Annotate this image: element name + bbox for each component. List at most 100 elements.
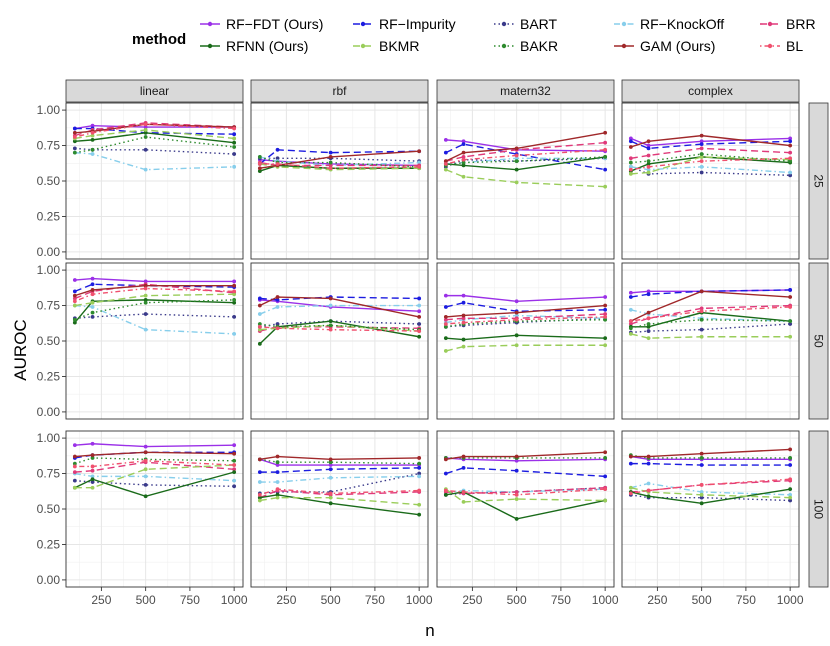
series-line <box>259 494 420 516</box>
series-bl <box>257 487 422 497</box>
data-point <box>275 295 280 299</box>
legend-key-point <box>767 43 773 49</box>
legend: method RF−FDT (Ours) RF−Impurity BART RF−Kn… <box>132 16 816 54</box>
data-point <box>275 460 280 465</box>
series-line <box>630 487 791 499</box>
data-point <box>328 460 333 465</box>
data-point <box>603 130 608 135</box>
data-point <box>699 152 704 156</box>
data-point <box>275 305 280 309</box>
legend-entry-bl: BL <box>760 38 803 54</box>
y-tick-label: 0.25 <box>37 209 61 223</box>
series-line <box>630 166 791 174</box>
series-line <box>445 143 606 171</box>
series-line <box>630 455 791 461</box>
data-point <box>143 135 148 139</box>
data-point <box>90 147 95 152</box>
data-point <box>328 166 333 171</box>
data-point <box>232 297 237 302</box>
y-tick-label: 0.25 <box>37 369 61 383</box>
data-point <box>417 512 422 517</box>
data-point <box>603 487 608 492</box>
data-point <box>143 474 148 479</box>
data-point <box>514 517 519 521</box>
data-point <box>232 289 237 294</box>
data-point <box>699 159 704 164</box>
data-point <box>514 458 519 463</box>
data-point <box>72 146 77 151</box>
series-line <box>259 164 420 172</box>
data-point <box>646 167 651 172</box>
data-point <box>328 323 333 328</box>
series-line <box>259 304 420 315</box>
data-point <box>461 454 466 459</box>
data-point <box>232 478 237 483</box>
series-gam-ours <box>628 447 793 459</box>
data-point <box>257 296 262 301</box>
series-bl <box>257 162 422 171</box>
legend-entry-rf-fdt-ours: RF−FDT (Ours) <box>200 16 323 32</box>
series-line <box>630 311 791 328</box>
data-point <box>275 147 280 152</box>
data-point <box>788 156 793 161</box>
data-point <box>514 317 519 322</box>
series-gam-ours <box>257 295 422 319</box>
data-point <box>443 488 448 493</box>
data-point <box>788 477 793 482</box>
x-tick-label: 750 <box>551 593 571 607</box>
data-point <box>90 137 95 142</box>
legend-label: BKMR <box>379 38 419 54</box>
data-point <box>646 170 651 175</box>
series-rfnn-ours <box>257 492 422 517</box>
data-point <box>232 126 237 131</box>
row-strip-100: 100 <box>808 430 829 588</box>
series-line <box>74 451 235 458</box>
data-point <box>275 480 280 484</box>
data-point <box>417 334 422 339</box>
data-point <box>646 316 651 321</box>
data-point <box>257 169 262 173</box>
data-point <box>514 156 519 161</box>
data-point <box>275 492 280 497</box>
y-tick-label: 1.00 <box>37 103 61 117</box>
data-point <box>461 300 466 305</box>
series-gam-ours <box>443 450 608 462</box>
series-line <box>630 309 791 322</box>
data-point <box>603 147 608 152</box>
data-point <box>461 174 466 179</box>
series-line <box>74 471 235 497</box>
data-point <box>461 320 466 325</box>
legend-key-point <box>621 43 627 49</box>
series-line <box>445 487 606 495</box>
data-point <box>90 468 95 473</box>
series-line <box>445 491 606 520</box>
row-strip-50: 50 <box>808 262 829 420</box>
data-point <box>514 180 519 185</box>
data-point <box>143 312 148 316</box>
legend-key-point <box>207 21 213 27</box>
data-point <box>628 156 633 161</box>
data-point <box>788 288 793 292</box>
panel-rbf-50 <box>250 262 429 420</box>
series-line <box>74 122 235 137</box>
series-bkmr <box>72 128 237 141</box>
series-bl <box>443 314 608 326</box>
series-line <box>74 472 235 482</box>
data-point <box>232 451 237 456</box>
data-point <box>699 495 704 500</box>
data-point <box>603 336 608 341</box>
data-point <box>275 487 280 492</box>
series-line <box>445 488 606 496</box>
x-tick-label: 500 <box>507 593 527 607</box>
data-point <box>646 153 651 158</box>
data-point <box>232 484 237 489</box>
data-point <box>417 322 422 326</box>
series-rfnn-ours <box>72 130 237 145</box>
data-point <box>788 447 793 452</box>
data-point <box>90 464 95 469</box>
data-point <box>603 140 608 145</box>
panel-border <box>250 102 429 260</box>
data-point <box>232 279 237 284</box>
data-point <box>514 310 519 315</box>
data-point <box>628 139 633 144</box>
